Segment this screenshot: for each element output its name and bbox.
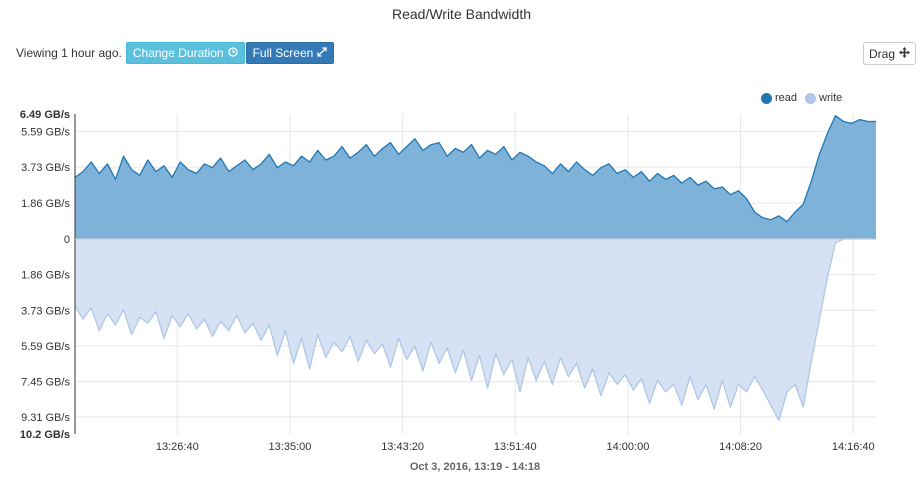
- x-tick-label: 14:16:40: [832, 441, 875, 453]
- axes: [74, 114, 876, 434]
- x-tick-label: 14:08:20: [719, 441, 762, 453]
- y-tick-label: 10.2 GB/s: [20, 429, 70, 441]
- x-axis-label: Oct 3, 2016, 13:19 - 14:18: [410, 461, 540, 473]
- move-arrows-icon: [899, 46, 911, 61]
- change-duration-button[interactable]: Change Duration: [125, 42, 245, 64]
- legend-item-read[interactable]: read: [761, 92, 797, 104]
- legend-dot-read: [761, 92, 772, 104]
- legend-label-write: write: [819, 92, 843, 104]
- chart-legend: read write: [761, 92, 850, 104]
- full-screen-button[interactable]: Full Screen: [245, 42, 335, 64]
- y-tick-label: 3.73 GB/s: [21, 305, 70, 317]
- chart-title: Read/Write Bandwidth: [391, 6, 532, 22]
- y-tick-label: 7.45 GB/s: [21, 376, 70, 388]
- y-tick-label: 1.86 GB/s: [21, 198, 70, 210]
- drag-label: Drag: [869, 46, 896, 61]
- legend-dot-write: [805, 92, 817, 104]
- x-tick-label: 13:51:40: [494, 441, 537, 453]
- y-tick-label: 0: [64, 234, 70, 246]
- x-tick-labels: 13:26:40 13:35:00 13:43:20 13:51:40 14:00:00…: [156, 441, 875, 453]
- legend-label-read: read: [775, 92, 798, 104]
- clock-icon: [227, 46, 238, 60]
- x-tick-label: 13:35:00: [269, 441, 312, 453]
- viewing-duration-text: Viewing 1 hour ago.: [16, 46, 122, 60]
- y-tick-label: 3.73 GB/s: [21, 162, 70, 174]
- x-tick-label: 13:26:40: [156, 441, 199, 453]
- expand-icon: [317, 46, 327, 60]
- read-series-area: [75, 115, 876, 239]
- x-tick-label: 14:00:00: [607, 441, 650, 453]
- y-tick-label: 5.59 GB/s: [21, 341, 70, 353]
- y-tick-label: 6.49 GB/s: [20, 109, 70, 121]
- legend-item-write[interactable]: write: [805, 92, 842, 104]
- write-series-line: [74, 238, 876, 422]
- toolbar: Viewing 1 hour ago. Change Duration Full…: [16, 42, 335, 64]
- y-tick-label: 5.59 GB/s: [21, 126, 70, 138]
- y-tick-labels: 6.49 GB/s 5.59 GB/s 3.73 GB/s 1.86 GB/s 0 1.8…: [20, 109, 71, 441]
- y-tick-label: 9.31 GB/s: [21, 412, 70, 424]
- y-tick-label: 1.86 GB/s: [21, 270, 70, 282]
- drag-button[interactable]: Drag: [863, 42, 917, 65]
- read-series-line: [74, 115, 876, 223]
- change-duration-label: Change Duration: [132, 46, 224, 60]
- x-tick-label: 13:43:20: [381, 441, 424, 453]
- full-screen-label: Full Screen: [252, 46, 314, 60]
- write-series-area: [75, 239, 876, 421]
- series-areas: [74, 115, 876, 422]
